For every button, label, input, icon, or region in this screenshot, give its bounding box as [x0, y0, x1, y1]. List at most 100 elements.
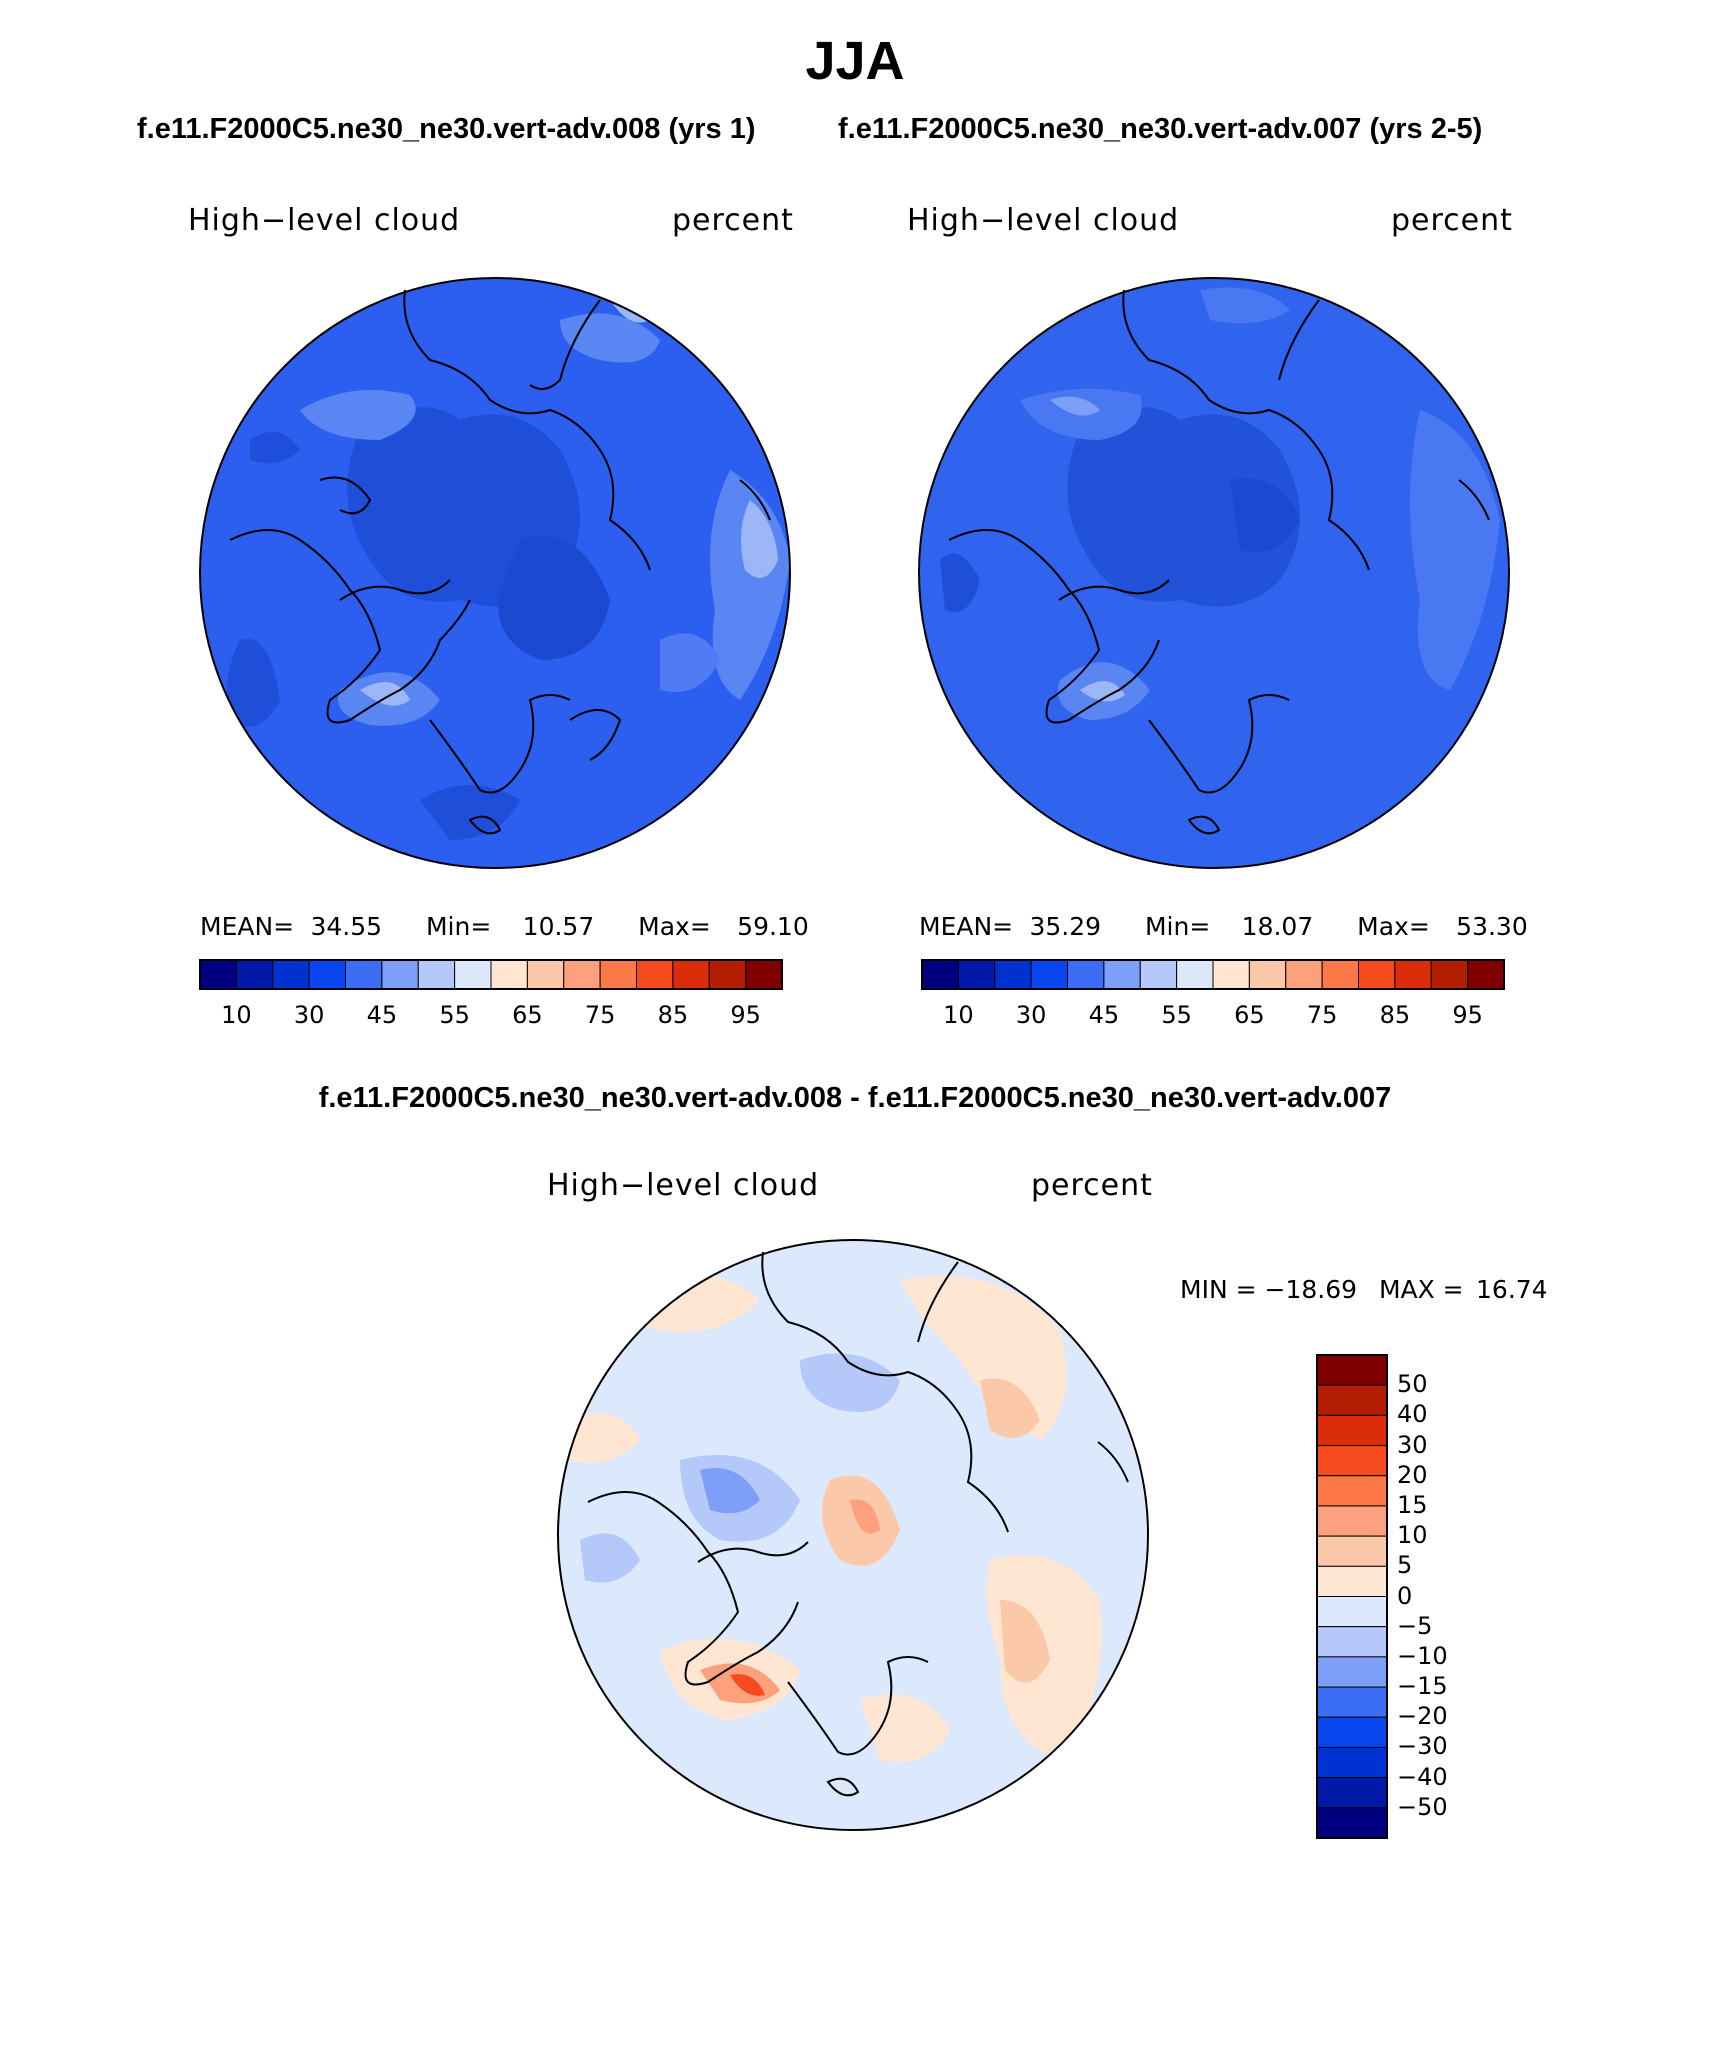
colorbar-tick-label: 75 — [1306, 1001, 1338, 1029]
colorbar-swatch — [1321, 959, 1359, 990]
colorbar-swatch — [1176, 959, 1214, 990]
panel1-max-label: Max= — [638, 912, 711, 941]
panel2-polar-map — [918, 277, 1510, 869]
panel2-mean-value: 35.29 — [1029, 912, 1102, 941]
colorbar-tick-label: 95 — [730, 1001, 761, 1029]
diff-coastlines — [587, 1251, 1129, 1797]
colorbar-swatch — [1316, 1596, 1388, 1628]
diff-variable-label: High−level cloud — [547, 1168, 820, 1203]
colorbar-tick-label: 10 — [221, 1001, 252, 1029]
colorbar-tick-label: 10 — [943, 1001, 974, 1029]
difference-heading: f.e11.F2000C5.ne30_ne30.vert-adv.008 - f… — [318, 1082, 1392, 1114]
panel1-stats: MEAN= 34.55 Min= 10.57 Max= 59.10 — [200, 912, 809, 941]
colorbar-tick-label: −5 — [1397, 1611, 1433, 1640]
panel2-min-label: Min= — [1144, 912, 1211, 941]
colorbar-swatch — [1316, 1626, 1388, 1658]
colorbar-swatch — [1316, 1686, 1388, 1718]
colorbar-swatch — [1139, 959, 1178, 990]
colorbar-swatch — [1067, 959, 1105, 990]
diff-polar-map — [557, 1239, 1149, 1831]
colorbar-swatch — [381, 959, 419, 990]
colorbar-swatch — [1316, 1656, 1388, 1688]
colorbar-tick-label: 15 — [1397, 1490, 1428, 1519]
colorbar-tick-label: 85 — [1379, 1001, 1411, 1029]
colorbar-tick-label: −15 — [1397, 1672, 1448, 1701]
colorbar-tick-label: 75 — [584, 1001, 616, 1029]
colorbar-swatch — [1316, 1414, 1388, 1447]
colorbar-swatch — [745, 959, 783, 990]
panel2-cloud-contours — [940, 287, 1500, 720]
panel1-polar-map — [199, 277, 791, 869]
case1-heading: f.e11.F2000C5.ne30_ne30.vert-adv.008 (yr… — [137, 113, 756, 145]
colorbar-tick-label: 10 — [1397, 1521, 1428, 1550]
diff-units-label: percent — [1031, 1168, 1153, 1203]
colorbar-swatch — [199, 959, 237, 990]
colorbar-frame — [1316, 1354, 1388, 1839]
colorbar-swatch — [1248, 959, 1287, 990]
diff-minmax: MIN = −18.69 MAX = 16.74 — [1180, 1275, 1548, 1304]
colorbar-swatch — [1316, 1475, 1388, 1507]
colorbar-swatch — [1467, 959, 1505, 990]
colorbar-swatch — [1358, 959, 1396, 990]
panel2-mean-label: MEAN= — [919, 912, 1014, 941]
colorbar-swatch — [490, 959, 528, 990]
colorbar-tick-label: −20 — [1397, 1702, 1448, 1731]
figure-title: JJA — [805, 31, 905, 91]
colorbar-swatch — [636, 959, 674, 990]
colorbar-swatch — [272, 959, 310, 990]
colorbar-tick-label: 45 — [1088, 1001, 1120, 1029]
colorbar-swatch — [1316, 1746, 1388, 1779]
panel1-units-label: percent — [672, 203, 794, 238]
colorbar-swatch — [957, 959, 996, 990]
colorbar-tick-label: 65 — [512, 1001, 543, 1029]
colorbar-swatch — [526, 959, 565, 990]
panel2-units-label: percent — [1391, 203, 1513, 238]
colorbar-swatch — [1316, 1535, 1388, 1567]
colorbar-tick-label: 50 — [1397, 1370, 1428, 1399]
colorbar-swatch — [1394, 959, 1432, 990]
colorbar-swatch — [1316, 1565, 1388, 1597]
panel2-variable-label: High−level cloud — [907, 203, 1180, 238]
colorbar-swatch — [1285, 959, 1323, 990]
colorbar-tick-label: 20 — [1397, 1460, 1428, 1489]
colorbar-frame — [199, 959, 783, 990]
colorbar-swatch — [417, 959, 456, 990]
colorbar-swatch — [1316, 1716, 1388, 1748]
panel1-min-value: 10.57 — [522, 912, 595, 941]
colorbar-tick-label: −10 — [1397, 1641, 1448, 1670]
colorbar-swatch — [563, 959, 601, 990]
panel1-min-label: Min= — [425, 912, 492, 941]
colorbar-swatch — [1030, 959, 1068, 990]
diff-colorbar — [1316, 1354, 1388, 1839]
colorbar-swatch — [235, 959, 274, 990]
colorbar-tick-label: 55 — [439, 1001, 470, 1029]
colorbar-tick-label: 40 — [1397, 1400, 1428, 1429]
colorbar-tick-label: 5 — [1397, 1551, 1413, 1580]
colorbar-swatch — [454, 959, 492, 990]
diff-min-label: MIN = — [1180, 1275, 1257, 1304]
colorbar-frame — [921, 959, 1505, 990]
colorbar-swatch — [1212, 959, 1250, 990]
panel1-mean-label: MEAN= — [200, 912, 295, 941]
colorbar-tick-label: 95 — [1452, 1001, 1483, 1029]
colorbar-swatch — [1316, 1354, 1388, 1386]
panel2-coastlines — [948, 289, 1490, 835]
panel1-colorbar — [199, 959, 783, 990]
colorbar-swatch — [708, 959, 747, 990]
panel2-max-value: 53.30 — [1456, 912, 1528, 941]
panel1-max-value: 59.10 — [737, 912, 809, 941]
colorbar-swatch — [1316, 1807, 1388, 1839]
panel2-colorbar — [921, 959, 1505, 990]
colorbar-tick-label: 55 — [1161, 1001, 1192, 1029]
colorbar-tick-label: 30 — [1397, 1430, 1428, 1459]
colorbar-swatch — [345, 959, 383, 990]
colorbar-swatch — [921, 959, 959, 990]
colorbar-tick-label: −40 — [1397, 1762, 1448, 1791]
panel2-max-label: Max= — [1357, 912, 1430, 941]
colorbar-swatch — [599, 959, 637, 990]
colorbar-tick-label: 45 — [366, 1001, 398, 1029]
colorbar-tick-label: −30 — [1397, 1732, 1448, 1761]
colorbar-swatch — [1316, 1777, 1388, 1809]
colorbar-swatch — [308, 959, 346, 990]
